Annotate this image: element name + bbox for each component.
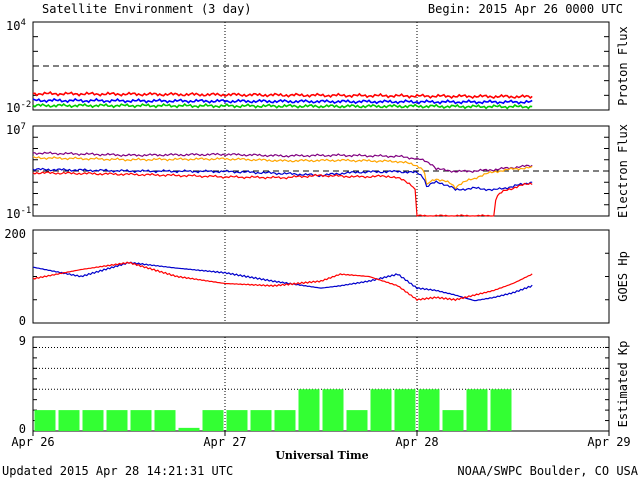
kp-bar bbox=[370, 389, 392, 431]
kp-bar bbox=[250, 410, 272, 431]
x-tick-label: Apr 27 bbox=[203, 435, 246, 449]
kp-bar bbox=[34, 410, 56, 431]
kp-bar bbox=[82, 410, 104, 431]
kp-bar bbox=[466, 389, 488, 431]
series-line bbox=[32, 156, 533, 191]
kp-bar bbox=[418, 389, 440, 431]
kp-bar bbox=[298, 389, 320, 431]
panel-ylabel: Proton Flux bbox=[616, 26, 630, 105]
credit-label: NOAA/SWPC Boulder, CO USA bbox=[457, 464, 638, 478]
kp-bar bbox=[226, 410, 248, 431]
updated-label: Updated 2015 Apr 28 14:21:31 UTC bbox=[2, 464, 233, 478]
kp-bar bbox=[130, 410, 152, 431]
y-tick-label: 9 bbox=[19, 334, 26, 348]
series-line bbox=[32, 151, 533, 174]
series-line bbox=[32, 97, 533, 105]
y-tick-label: 10-2 bbox=[6, 100, 31, 115]
series-line bbox=[32, 102, 533, 110]
kp-bar bbox=[346, 410, 368, 431]
x-axis-label: Universal Time bbox=[275, 449, 368, 462]
y-tick-label: 104 bbox=[6, 18, 26, 33]
series-line bbox=[32, 167, 533, 192]
kp-bar bbox=[106, 410, 128, 431]
kp-bar bbox=[442, 410, 464, 431]
kp-bar bbox=[154, 410, 176, 431]
x-tick-label: Apr 28 bbox=[395, 435, 438, 449]
panel-ylabel: GOES Hp bbox=[616, 251, 630, 302]
kp-bar bbox=[322, 389, 344, 431]
kp-bar bbox=[58, 410, 80, 431]
series-line bbox=[32, 261, 533, 302]
y-tick-label: 200 bbox=[4, 227, 26, 241]
y-tick-label: 10-1 bbox=[6, 206, 31, 221]
panel-proton: 104 10-2 Proton Flux bbox=[6, 18, 630, 115]
chart-title: Satellite Environment (3 day) bbox=[42, 2, 252, 16]
panel-goes: 200 0 GOES Hp bbox=[4, 227, 630, 328]
panel-electron: 107 10-1 Electron Flux bbox=[6, 122, 630, 221]
kp-bar bbox=[394, 389, 416, 431]
panels-group: 104 10-2 Proton Flux 107 10-1 Electron Flux 20… bbox=[4, 18, 630, 436]
x-tick-label: Apr 29 bbox=[587, 435, 630, 449]
x-tick-label: Apr 26 bbox=[11, 435, 54, 449]
begin-label: Begin: 2015 Apr 26 0000 UTC bbox=[428, 2, 623, 16]
series-line bbox=[32, 91, 533, 100]
y-tick-label: 0 bbox=[19, 422, 26, 436]
x-axis: Apr 26 Apr 27 Apr 28 Apr 29 bbox=[11, 431, 631, 449]
kp-bar bbox=[490, 389, 512, 431]
panel-kp: 9 0 Estimated Kp bbox=[19, 334, 630, 436]
panel-frame bbox=[32, 21, 610, 111]
y-tick-label: 107 bbox=[6, 122, 26, 137]
series-line bbox=[32, 261, 533, 302]
panel-ylabel: Electron Flux bbox=[616, 124, 630, 218]
panel-ylabel: Estimated Kp bbox=[616, 341, 630, 428]
y-tick-label: 0 bbox=[19, 314, 26, 328]
series-line bbox=[32, 171, 533, 217]
panel-frame bbox=[32, 229, 610, 324]
kp-bar bbox=[202, 410, 224, 431]
kp-bar bbox=[178, 427, 200, 431]
kp-bar bbox=[274, 410, 296, 431]
